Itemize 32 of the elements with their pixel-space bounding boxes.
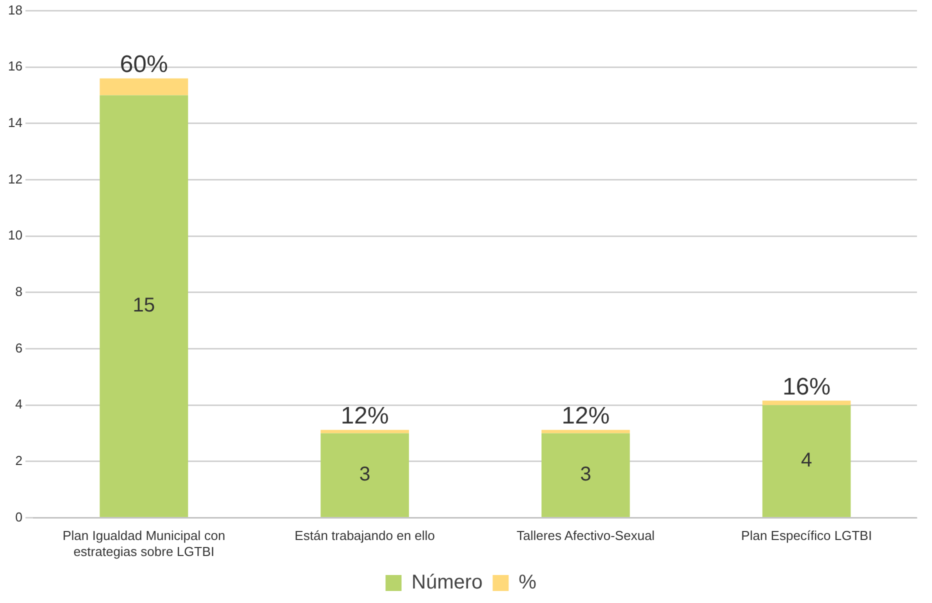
data-label: 15 — [132, 294, 156, 317]
legend-label: Número — [412, 572, 483, 594]
x-tick-label: Plan Específico LGTBI — [741, 528, 872, 544]
legend-label: % — [518, 572, 537, 594]
y-tick-label: 4 — [15, 396, 22, 412]
x-tick-label: Plan Igualdad Municipal con estrategias sobre LGTBI — [62, 528, 226, 559]
bar — [762, 405, 851, 518]
data-label: 3 — [359, 464, 370, 486]
data-label: 60% — [120, 51, 168, 78]
bar — [100, 78, 188, 96]
data-label: 3 — [580, 464, 592, 486]
bar — [541, 430, 630, 434]
data-label: 12% — [340, 402, 389, 430]
x-tick-label: Están trabajando en ello — [294, 528, 435, 544]
y-tick-label: 0 — [15, 509, 22, 524]
y-tick-label: 16 — [8, 58, 22, 74]
data-label: 4 — [800, 450, 812, 472]
y-tick-label: 2 — [15, 453, 22, 468]
y-tick-label: 12 — [8, 171, 22, 186]
data-label: 16% — [782, 373, 831, 400]
y-tick-label: 8 — [15, 284, 22, 300]
y-tick-label: 18 — [8, 2, 22, 18]
bar — [541, 433, 630, 518]
bar — [320, 430, 409, 434]
bar — [762, 400, 851, 406]
bar — [100, 95, 188, 518]
x-tick-label: Talleres Afectivo-Sexual — [516, 528, 655, 544]
y-tick-label: 14 — [8, 115, 22, 130]
data-label: 12% — [562, 402, 610, 430]
y-tick-label: 10 — [8, 228, 22, 243]
y-tick-label: 6 — [15, 340, 22, 356]
bar — [320, 433, 409, 518]
